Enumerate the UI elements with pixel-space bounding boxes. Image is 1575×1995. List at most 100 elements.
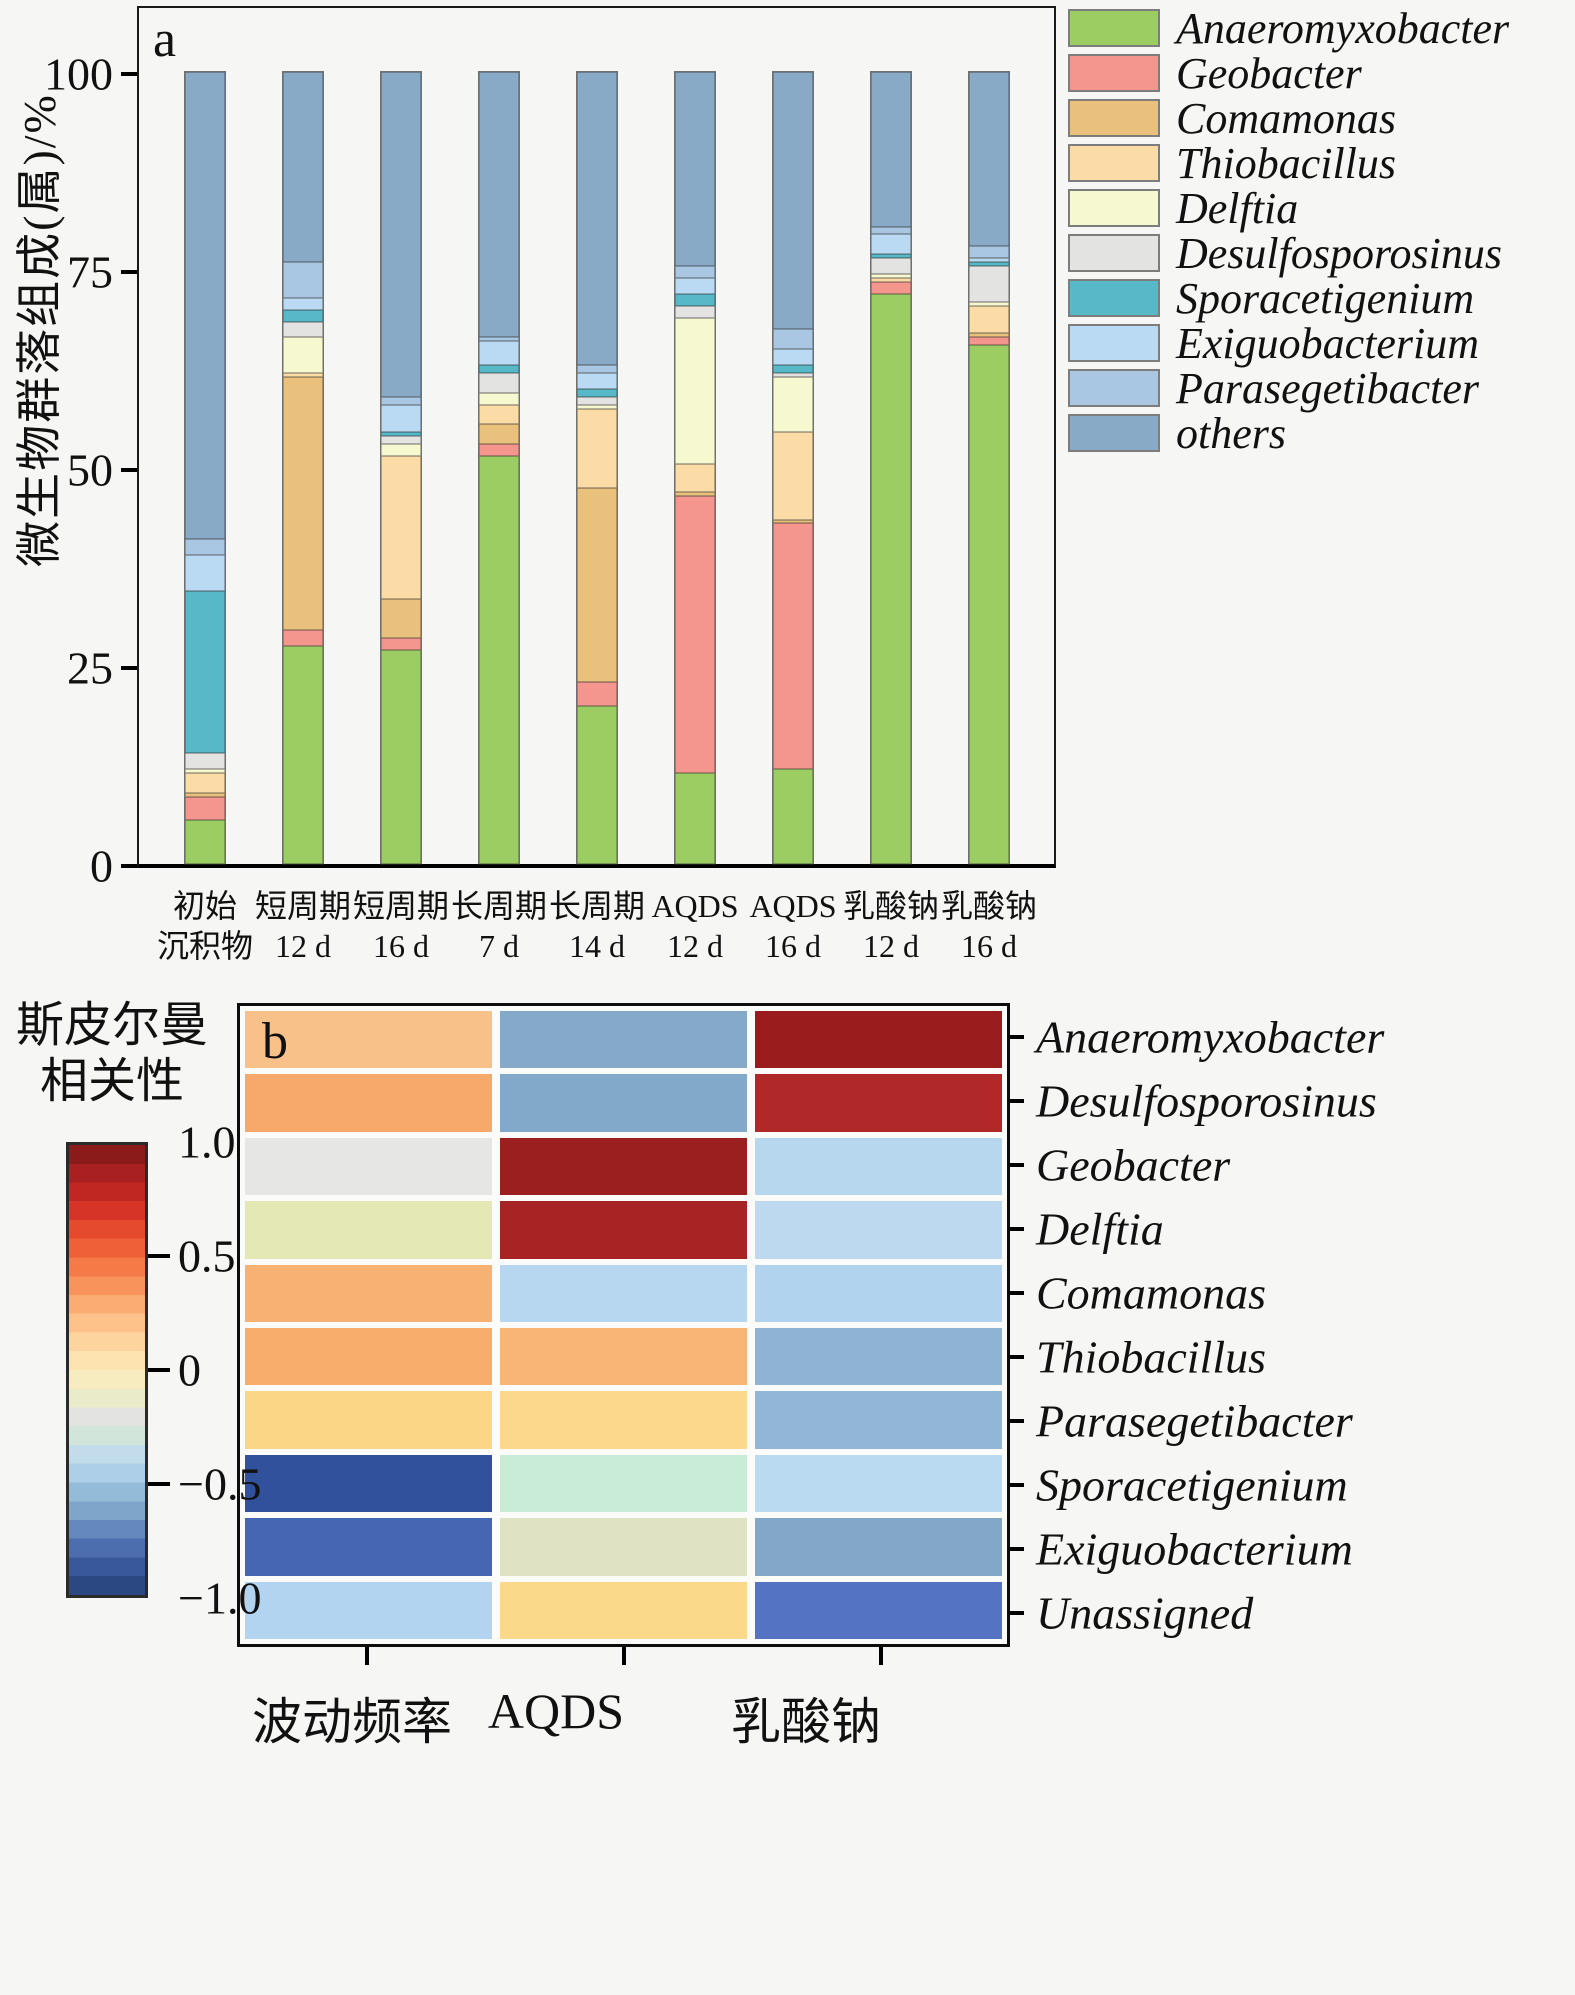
- bar-segment: [479, 456, 519, 864]
- stacked-bar-2: [282, 71, 324, 865]
- bar-segment: [381, 404, 421, 433]
- bar-segment: [283, 72, 323, 263]
- heatmap-cell-sporacetigenium-AQDS: [500, 1454, 747, 1513]
- y-axis-tick: [121, 468, 137, 472]
- bar-segment: [969, 345, 1009, 864]
- stacked-bar-1: [184, 71, 226, 865]
- y-axis-tick-label: 50: [67, 444, 113, 496]
- heatmap-row-tick: [1008, 1035, 1024, 1039]
- bar-segment: [283, 297, 323, 310]
- x-axis-label: 长周期 14 d: [517, 886, 677, 966]
- bar-segment: [185, 820, 225, 864]
- x-label-line2: 12 d: [863, 928, 919, 964]
- x-axis-label: AQDS 16 d: [713, 886, 873, 966]
- legend-label: Thiobacillus: [1176, 138, 1397, 188]
- heatmap-row-label: Delftia: [1036, 1203, 1164, 1255]
- colorbar-tick: [148, 1368, 170, 1372]
- legend-item-desulfosporosinus: Desulfosporosinus: [1068, 229, 1509, 278]
- bar-segment: [675, 266, 715, 278]
- x-label-line1: 乳酸钠: [842, 888, 939, 924]
- bar-segment: [675, 317, 715, 465]
- heatmap-cell-thiobacillus-AQDS: [500, 1328, 747, 1386]
- heatmap-cell-unassigned-AQDS: [500, 1581, 747, 1639]
- heatmap-column-tick: [878, 1647, 883, 1665]
- x-label-line2: 16 d: [373, 928, 429, 964]
- colorbar-tick: [148, 1254, 170, 1258]
- bar-segment: [675, 72, 715, 267]
- heatmap-row-tick: [1008, 1355, 1024, 1359]
- bar-segment: [871, 258, 911, 274]
- bar-segment: [381, 436, 421, 445]
- heatmap-row-tick: [1008, 1419, 1024, 1423]
- x-axis-label: 短周期 12 d: [223, 886, 383, 966]
- bar-segment: [969, 258, 1009, 263]
- bar-segment: [675, 495, 715, 773]
- heatmap-cell-thiobacillus-乳酸钠: [755, 1328, 1002, 1386]
- bar-segment: [185, 753, 225, 769]
- bar-segment: [675, 293, 715, 306]
- stacked-bar-3: [380, 71, 422, 865]
- legend-swatch: [1068, 279, 1160, 317]
- bar-segment: [283, 646, 323, 864]
- bar-segment: [773, 432, 813, 520]
- bar-segment: [283, 321, 323, 338]
- legend-item-parasegetibacter: Parasegetibacter: [1068, 364, 1509, 413]
- legend-swatch: [1068, 99, 1160, 137]
- bar-segment: [479, 372, 519, 393]
- heatmap-cell-geobacter-乳酸钠: [755, 1137, 1002, 1196]
- bar-segment: [479, 392, 519, 405]
- bar-segment: [283, 309, 323, 322]
- heatmap-cell-sporacetigenium-波动频率: [245, 1454, 492, 1513]
- bar-segment: [577, 408, 617, 488]
- bar-segment: [577, 72, 617, 366]
- heatmap-cell-desulfosporosinus-乳酸钠: [755, 1074, 1002, 1132]
- bar-segment: [871, 273, 911, 278]
- bar-segment: [577, 365, 617, 374]
- bar-segment: [871, 234, 911, 255]
- bar-segment: [185, 772, 225, 793]
- heatmap-row-label: Anaeromyxobacter: [1036, 1011, 1385, 1063]
- x-label-line1: AQDS: [651, 888, 739, 924]
- legend-label: Parasegetibacter: [1176, 363, 1480, 413]
- stacked-bar-5: [576, 71, 618, 865]
- bar-segment: [969, 333, 1009, 338]
- bar-segment: [675, 491, 715, 496]
- x-label-line1: 短周期: [254, 888, 351, 924]
- bar-segment: [185, 590, 225, 754]
- x-label-line1: 长周期: [450, 888, 547, 924]
- bar-segment: [969, 301, 1009, 306]
- x-label-line1: 初始: [172, 888, 237, 924]
- legend-label: Delftia: [1176, 183, 1299, 233]
- y-axis-tick-label: 75: [67, 246, 113, 298]
- heatmap-row-tick: [1008, 1547, 1024, 1551]
- legend-swatch: [1068, 414, 1160, 452]
- panel-a-label: a: [153, 11, 177, 68]
- genus-legend: Anaeromyxobacter Geobacter Comamonas Thioba…: [1068, 4, 1509, 458]
- bar-segment: [381, 638, 421, 651]
- bar-segment: [871, 277, 911, 282]
- y-axis-tick: [121, 864, 137, 868]
- x-label-line1: 长周期: [548, 888, 645, 924]
- heatmap-cell-delftia-乳酸钠: [755, 1201, 1002, 1259]
- legend-item-geobacter: Geobacter: [1068, 49, 1509, 98]
- heatmap-row-label: Comamonas: [1036, 1267, 1267, 1319]
- bar-segment: [283, 337, 323, 373]
- x-axis-label: 长周期 7 d: [419, 886, 579, 966]
- bar-segment: [479, 365, 519, 373]
- bar-segment: [773, 349, 813, 366]
- heatmap-cell-geobacter-AQDS: [500, 1137, 747, 1196]
- bar-segment: [969, 305, 1009, 334]
- legend-label: Sporacetigenium: [1176, 273, 1475, 323]
- colorbar-tick-label: 1.0: [178, 1116, 236, 1168]
- bar-segment: [185, 539, 225, 556]
- colorbar-tick: [148, 1482, 170, 1486]
- heatmap-cell-delftia-波动频率: [245, 1201, 492, 1259]
- heatmap-row-label: Sporacetigenium: [1036, 1459, 1348, 1511]
- bar-segment: [381, 650, 421, 864]
- heatmap-row-label: Desulfosporosinus: [1036, 1075, 1377, 1127]
- bar-segment: [969, 266, 1009, 302]
- heatmap-cell-unassigned-乳酸钠: [755, 1581, 1002, 1639]
- legend-label: Exiguobacterium: [1176, 318, 1480, 368]
- bar-segment: [773, 373, 813, 377]
